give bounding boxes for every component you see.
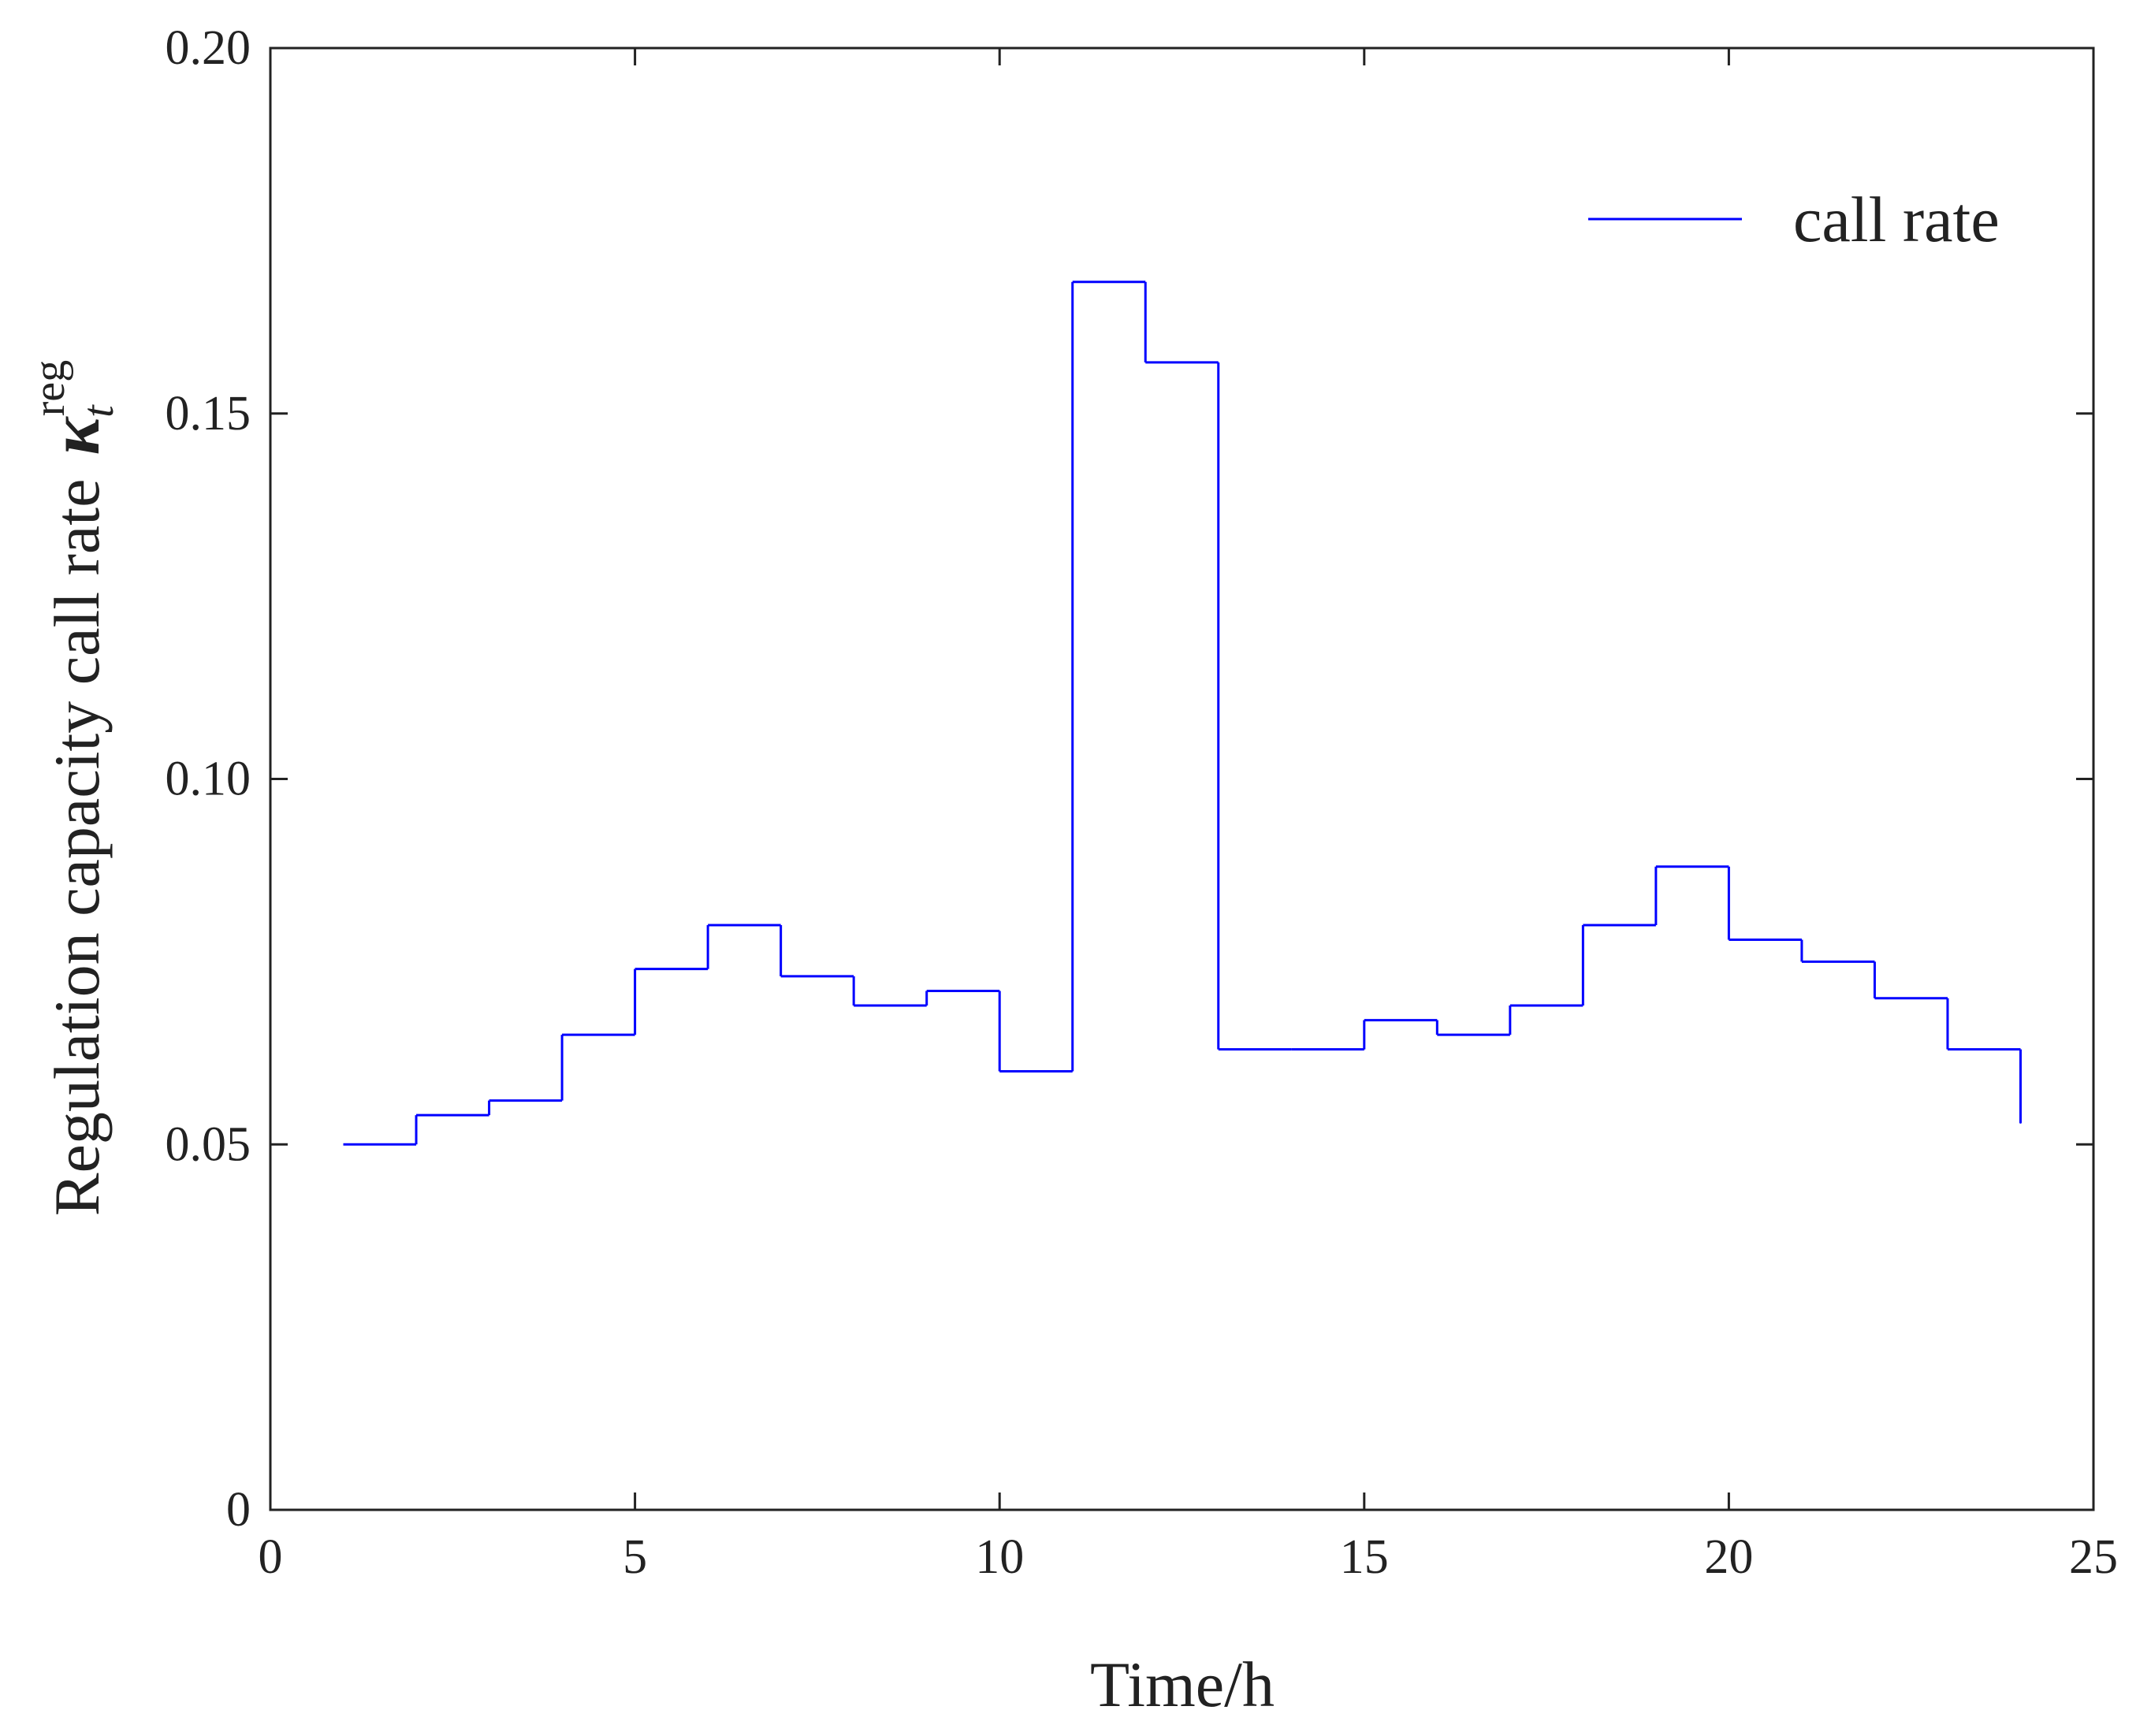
y-tick-label: 0.05 bbox=[166, 1117, 251, 1171]
x-axis-label: Time/h bbox=[1090, 1649, 1275, 1720]
step-end bbox=[2019, 1121, 2022, 1124]
y-tick-label: 0.15 bbox=[166, 387, 251, 441]
x-tick-label: 20 bbox=[1704, 1530, 1753, 1584]
plot-frame bbox=[269, 46, 2095, 1511]
x-tick-label: 15 bbox=[1340, 1530, 1389, 1584]
x-tick-label: 25 bbox=[2069, 1530, 2118, 1584]
y-axis-sup: reg bbox=[25, 360, 74, 417]
y-tick-label: 0.20 bbox=[166, 21, 251, 75]
y-axis-sub: t bbox=[74, 404, 123, 418]
legend-label: call rate bbox=[1793, 184, 2000, 255]
x-tick-label: 5 bbox=[623, 1530, 647, 1584]
y-tick-label: 0.10 bbox=[166, 753, 251, 806]
y-axis-symbol: κ bbox=[36, 416, 114, 455]
x-tick-label: 10 bbox=[975, 1530, 1024, 1584]
y-axis-label-text: Regulation capacity call rate bbox=[41, 479, 113, 1217]
y-axis-label: Regulation capacity call rate κtreg bbox=[25, 360, 123, 1216]
y-tick-label: 0 bbox=[226, 1483, 251, 1537]
x-tick-label: 0 bbox=[259, 1530, 283, 1584]
